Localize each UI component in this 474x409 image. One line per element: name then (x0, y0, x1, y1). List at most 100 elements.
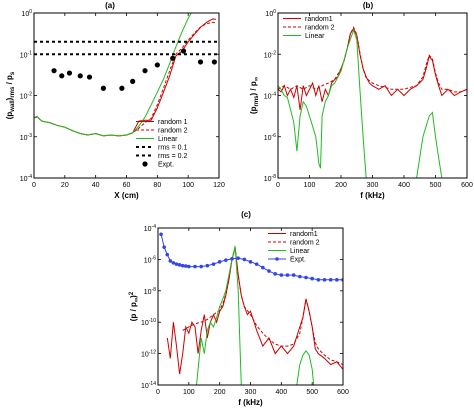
y-tick-label: 10-8 (144, 287, 156, 296)
data-point (66, 70, 73, 76)
data-point (267, 269, 271, 273)
series-linear-line (278, 28, 443, 178)
legend-label: random1 (290, 231, 318, 238)
legend-label: Expt. (290, 257, 306, 264)
y-tick-label: 10-6 (264, 133, 276, 142)
series-random-2-line (182, 248, 343, 366)
x-tick-label: 600 (337, 389, 349, 396)
data-point (51, 68, 57, 74)
x-tick-label: 300 (367, 182, 379, 189)
data-point (59, 73, 65, 79)
y-tick-label: 10-6 (144, 255, 156, 264)
data-point (236, 256, 240, 260)
data-point (168, 259, 173, 263)
legend-label: random 2 (290, 240, 320, 247)
data-point (273, 272, 277, 276)
data-point (162, 245, 166, 249)
x-tick-label: 120 (213, 182, 225, 189)
legend-label: Linear (158, 136, 178, 143)
y-axis-label: (pwall​)rms​ / ps​ (5, 71, 16, 119)
legend-label: rms = 0.2 (158, 153, 187, 160)
data-point (224, 258, 228, 262)
data-point (180, 48, 187, 54)
y-tick-label: 10-10 (141, 318, 156, 327)
x-tick-label: 0 (32, 182, 36, 189)
data-point (174, 262, 179, 266)
legend-label: Expt. (158, 162, 174, 169)
data-point (171, 261, 176, 265)
data-point (211, 262, 216, 266)
data-point (217, 260, 222, 264)
y-tick-label: 10-2 (20, 92, 32, 101)
series-random1-line (278, 27, 467, 110)
data-point (242, 257, 247, 262)
legend-marker (275, 257, 279, 261)
series-group (159, 232, 343, 385)
data-point (211, 59, 217, 65)
data-point (130, 78, 136, 84)
x-axis-label: f (kHz) (238, 398, 263, 407)
legend-label: random 2 (305, 25, 335, 32)
x-axis-label: X (cm) (114, 191, 139, 200)
y-axis-label: (prms​) / p∞​ (249, 77, 260, 114)
x-tick-label: 100 (183, 389, 195, 396)
data-point (316, 278, 321, 282)
y-tick-label: 10-4 (144, 224, 156, 233)
data-point (199, 264, 203, 269)
data-point (165, 252, 170, 257)
data-point (298, 274, 302, 279)
legend-label: random1 (305, 16, 333, 23)
data-point (328, 278, 333, 282)
y-tick-label: 10-2 (264, 50, 276, 59)
x-tick-label: 100 (182, 182, 194, 189)
data-point (193, 264, 197, 269)
x-tick-label: 500 (430, 182, 442, 189)
x-tick-label: 200 (335, 182, 347, 189)
x-tick-label: 600 (461, 182, 473, 189)
data-point (177, 263, 182, 267)
y-tick-label: 100 (265, 9, 276, 18)
series-group (278, 26, 467, 178)
x-axis-label: f (kHz) (360, 191, 385, 200)
plot-frame (33, 12, 220, 179)
data-point (197, 59, 204, 65)
panel-label: (c) (241, 210, 251, 219)
series-linear-line (34, 13, 192, 137)
x-tick-label: 20 (61, 182, 69, 189)
x-tick-label: 500 (306, 389, 318, 396)
data-point (335, 278, 339, 282)
series-random-2-line (278, 26, 467, 93)
data-point (291, 273, 296, 277)
data-point (261, 265, 265, 270)
chart-panel-3: (c) 0 100 200 300 400 500 600 10-14 10-12 10-10 10-… (129, 210, 349, 407)
chart-panel-1: (a) 0 20 40 60 80 100 120 10-4 10-3 10-2 10-1 100 X (… (5, 1, 225, 200)
x-tick-label: 0 (276, 182, 280, 189)
y-tick-label: 10-1 (20, 50, 32, 59)
data-point (254, 262, 259, 266)
data-point (322, 278, 327, 282)
x-tick-label: 300 (245, 389, 257, 396)
data-point (77, 73, 83, 79)
data-point (159, 232, 163, 237)
plot-frame (157, 227, 344, 386)
data-point (100, 85, 106, 91)
data-point (86, 74, 93, 80)
panel-label: (b) (363, 1, 374, 10)
legend-label: Linear (305, 33, 325, 40)
data-point (154, 62, 160, 68)
data-point (230, 256, 234, 261)
y-axis-label: (p / p∞​)2​ (129, 291, 140, 321)
x-tick-label: 100 (304, 182, 316, 189)
data-point (205, 263, 210, 268)
y-tick-label: 10-3 (20, 133, 32, 142)
data-point (183, 264, 188, 268)
data-point (285, 273, 290, 277)
data-point (187, 264, 191, 269)
y-tick-label: 10-4 (264, 92, 276, 101)
x-tick-label: 40 (92, 182, 100, 189)
plot-frame (277, 12, 468, 179)
data-point (142, 68, 148, 74)
y-tick-label: 10-8 (264, 174, 276, 183)
legend-label: random 2 (158, 128, 188, 135)
